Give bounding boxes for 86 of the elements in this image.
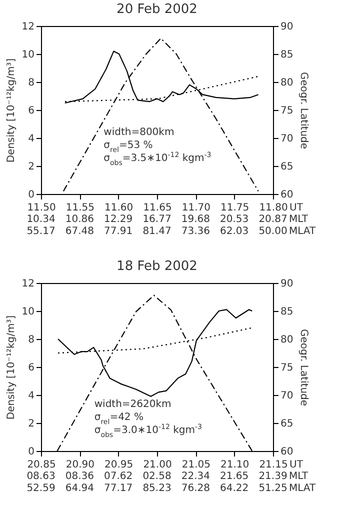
y-tick-label: 12 — [22, 278, 34, 290]
text: 22.34 — [181, 471, 210, 482]
y2-tick-label: 85 — [280, 50, 294, 60]
y-axis-title: Density [10⁻¹²kg/m³] — [6, 315, 17, 420]
text: 55.17 — [26, 226, 56, 237]
x-axis-title: UT — [290, 460, 304, 470]
text: MLAT — [289, 226, 316, 237]
y-tick-label: 8 — [28, 334, 34, 346]
y2-tick-label: 60 — [280, 446, 294, 458]
text: MLT — [289, 471, 309, 482]
text: 76.28 — [181, 483, 210, 494]
x-tick-label: 11.70 — [182, 202, 210, 214]
y-axis-title: Density [10⁻¹²kg/m³] — [6, 58, 17, 163]
text: 08.36 — [65, 471, 94, 482]
x-tick-label: 21.10 — [220, 460, 250, 470]
annotation: width=800km — [104, 126, 174, 138]
y2-tick-label: 75 — [280, 106, 294, 116]
y-tick-label: 2 — [28, 162, 34, 172]
y2-tick-label: 70 — [280, 390, 294, 402]
x-tick-label: 11.80 — [259, 202, 288, 214]
x-tick-label: 21.00 — [143, 460, 172, 470]
text: 21.39 — [258, 471, 288, 482]
x-tick-label: 11.55 — [66, 202, 94, 214]
y2-tick-label: 70 — [280, 134, 294, 144]
annotation: width=2620km — [94, 398, 172, 410]
x-tick-label: 11.65 — [143, 202, 172, 214]
text: 16.77 — [142, 214, 172, 225]
text: 77.91 — [104, 226, 133, 237]
text: 12.29 — [104, 214, 133, 225]
text: 73.36 — [181, 226, 210, 237]
text: 10.34 — [26, 214, 56, 225]
y2-tick-label: 65 — [280, 162, 294, 172]
y2-tick-label: 90 — [280, 278, 294, 290]
text: 20.87 — [258, 214, 288, 225]
y2-axis-title: Geogr. Latitude — [298, 328, 310, 406]
x-tick-label: 21.05 — [182, 460, 210, 470]
y-tick-label: 0 — [28, 190, 34, 200]
x-axis-title: UT — [290, 202, 304, 214]
x-tick-label: 11.50 — [27, 202, 56, 214]
text: MLAT — [289, 483, 316, 494]
x-tick-label: 20.90 — [66, 460, 94, 470]
y-tick-label: 8 — [28, 78, 34, 88]
y-tick-label: 0 — [28, 446, 34, 458]
chart-title: 18 Feb 2002 — [116, 259, 198, 274]
y-tick-label: 2 — [28, 418, 34, 430]
text: 20.53 — [220, 214, 249, 225]
y-tick-label: 4 — [28, 134, 34, 144]
y-tick-label: 6 — [28, 106, 34, 116]
y2-axis-title: Geogr. Latitude — [298, 72, 310, 150]
text: 62.03 — [220, 226, 249, 237]
text: 19.68 — [181, 214, 210, 225]
y2-tick-label: 85 — [280, 306, 294, 318]
text: 08.63 — [26, 471, 56, 482]
text: 10.86 — [65, 214, 94, 225]
y-tick-label: 12 — [22, 22, 34, 32]
x-tick-label: 11.75 — [220, 202, 250, 214]
text: MLT — [289, 214, 309, 225]
text: 67.48 — [65, 226, 94, 237]
text: 51.25 — [258, 483, 288, 494]
x-tick-label: 20.95 — [104, 460, 134, 470]
y-tick-label: 10 — [22, 50, 34, 60]
y2-tick-label: 75 — [280, 362, 294, 374]
line-series — [62, 38, 259, 192]
y2-tick-label: 80 — [280, 78, 294, 88]
y2-tick-label: 65 — [280, 418, 294, 430]
text: 64.22 — [220, 483, 249, 494]
y2-tick-label: 90 — [280, 22, 294, 32]
y2-tick-label: 80 — [280, 334, 294, 346]
x-tick-label: 21.15 — [259, 460, 288, 470]
text: 21.65 — [220, 471, 249, 482]
text: 81.47 — [142, 226, 172, 237]
text: 50.00 — [258, 226, 288, 237]
x-tick-label: 11.60 — [104, 202, 134, 214]
chart-title: 20 Feb 2002 — [116, 2, 198, 17]
line-series — [56, 294, 253, 451]
y-tick-label: 4 — [28, 390, 34, 402]
text: 77.17 — [104, 483, 133, 494]
text: 07.62 — [104, 471, 133, 482]
x-tick-label: 20.85 — [27, 460, 56, 470]
y-tick-label: 10 — [22, 306, 34, 318]
text: 52.59 — [26, 483, 56, 494]
text: 02.58 — [142, 471, 172, 482]
text: 85.23 — [142, 483, 172, 494]
y-tick-label: 6 — [28, 362, 34, 374]
y2-tick-label: 60 — [280, 190, 294, 200]
text: 64.94 — [65, 483, 94, 494]
